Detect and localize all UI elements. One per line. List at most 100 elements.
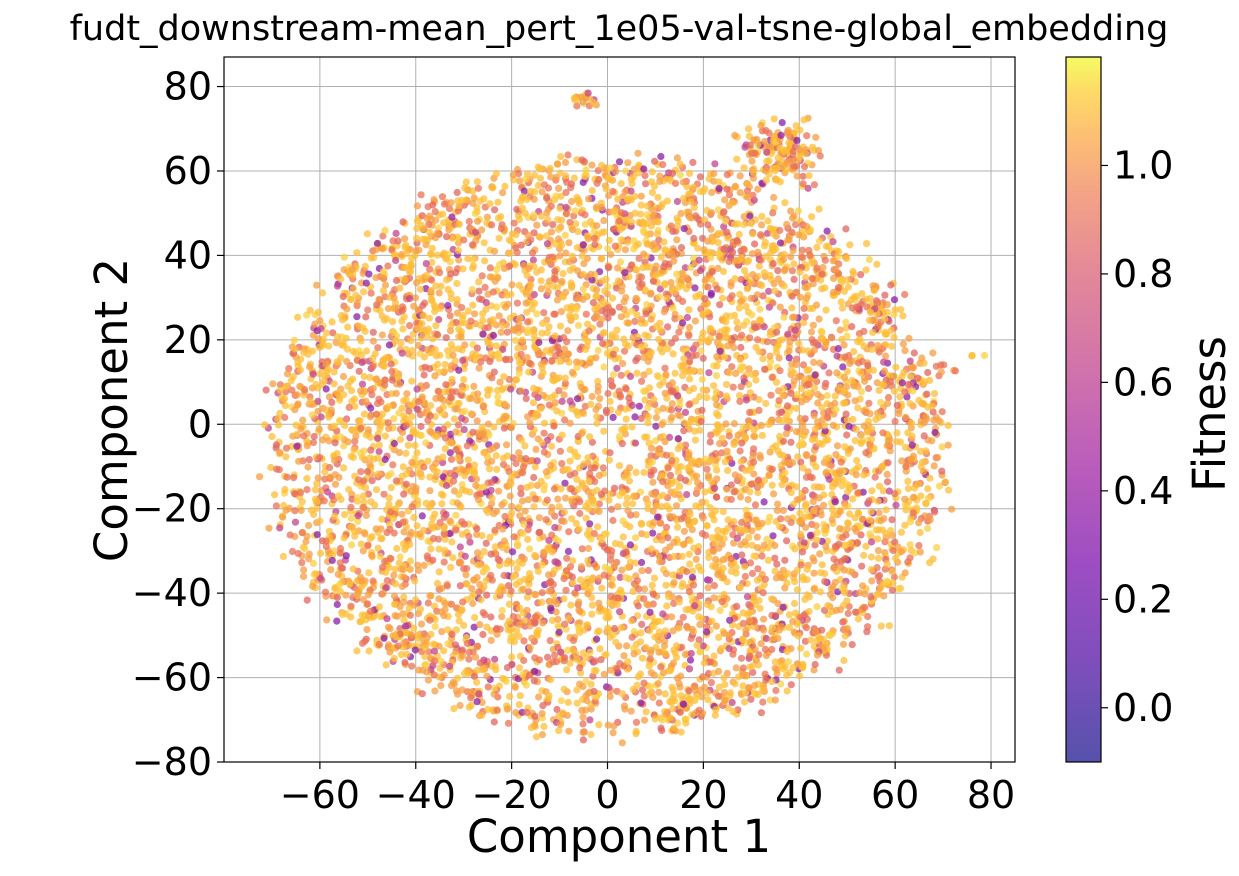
- scatter-point: [533, 733, 540, 740]
- scatter-point: [682, 409, 689, 416]
- scatter-point: [460, 236, 467, 243]
- scatter-point: [791, 276, 798, 283]
- scatter-point: [449, 554, 456, 561]
- scatter-point: [664, 323, 671, 330]
- scatter-point: [581, 211, 588, 218]
- scatter-point: [853, 426, 860, 433]
- scatter-point: [538, 277, 545, 284]
- scatter-point: [328, 399, 335, 406]
- scatter-point: [685, 401, 692, 408]
- scatter-point: [561, 416, 568, 423]
- scatter-point: [817, 588, 824, 595]
- scatter-point: [891, 296, 898, 303]
- scatter-point: [690, 184, 697, 191]
- scatter-point: [722, 458, 729, 465]
- scatter-point: [465, 656, 472, 663]
- scatter-point: [691, 284, 698, 291]
- scatter-point: [915, 519, 922, 526]
- scatter-point: [290, 373, 297, 380]
- scatter-point: [715, 230, 722, 237]
- scatter-point: [418, 621, 425, 628]
- scatter-point: [590, 299, 597, 306]
- scatter-point: [660, 492, 667, 499]
- scatter-point: [531, 620, 538, 627]
- scatter-point: [787, 253, 794, 260]
- scatter-point: [818, 328, 825, 335]
- scatter-point: [547, 676, 554, 683]
- scatter-point: [447, 564, 454, 571]
- scatter-point: [740, 609, 747, 616]
- scatter-point: [510, 533, 517, 540]
- scatter-point: [816, 360, 823, 367]
- scatter-point: [810, 570, 817, 577]
- scatter-point: [738, 655, 745, 662]
- scatter-point: [879, 526, 886, 533]
- scatter-point: [703, 466, 710, 473]
- scatter-point: [635, 241, 642, 248]
- scatter-point: [649, 168, 656, 175]
- scatter-point: [309, 411, 316, 418]
- scatter-point: [595, 347, 602, 354]
- scatter-point: [362, 484, 369, 491]
- scatter-point: [867, 593, 874, 600]
- scatter-point: [614, 196, 621, 203]
- scatter-point: [648, 222, 655, 229]
- scatter-point: [794, 586, 801, 593]
- scatter-point: [892, 418, 899, 425]
- scatter-point: [545, 288, 552, 295]
- scatter-point: [700, 642, 707, 649]
- scatter-point: [555, 235, 562, 242]
- scatter-point: [376, 641, 383, 648]
- scatter-point: [524, 536, 531, 543]
- scatter-point: [595, 176, 602, 183]
- scatter-point: [702, 456, 709, 463]
- scatter-point: [804, 566, 811, 573]
- scatter-point: [586, 716, 593, 723]
- scatter-point: [780, 314, 787, 321]
- scatter-point: [294, 359, 301, 366]
- scatter-point: [483, 540, 490, 547]
- scatter-point: [601, 544, 608, 551]
- scatter-point: [393, 390, 400, 397]
- scatter-point: [380, 287, 387, 294]
- scatter-point: [476, 561, 483, 568]
- scatter-point: [747, 559, 754, 566]
- scatter-point: [832, 451, 839, 458]
- scatter-point: [644, 404, 651, 411]
- scatter-point: [442, 381, 449, 388]
- scatter-point: [380, 268, 387, 275]
- scatter-point: [697, 648, 704, 655]
- scatter-point: [516, 370, 523, 377]
- scatter-point: [451, 415, 458, 422]
- scatter-point: [304, 442, 311, 449]
- scatter-point: [407, 557, 414, 564]
- scatter-point: [769, 532, 776, 539]
- scatter-point: [593, 293, 600, 300]
- scatter-point: [633, 295, 640, 302]
- scatter-point: [701, 684, 708, 691]
- scatter-point: [383, 315, 390, 322]
- scatter-point: [347, 603, 354, 610]
- scatter-point: [677, 171, 684, 178]
- scatter-point: [414, 202, 421, 209]
- scatter-point: [731, 334, 738, 341]
- scatter-point: [540, 309, 547, 316]
- scatter-point: [711, 582, 718, 589]
- scatter-point: [784, 687, 791, 694]
- scatter-point: [795, 632, 802, 639]
- scatter-point: [635, 602, 642, 609]
- scatter-point: [743, 512, 750, 519]
- scatter-point: [833, 607, 840, 614]
- scatter-point: [744, 285, 751, 292]
- scatter-point: [452, 641, 459, 648]
- scatter-point: [846, 241, 853, 248]
- scatter-point: [541, 449, 548, 456]
- scatter-point: [713, 389, 720, 396]
- scatter-point: [499, 322, 506, 329]
- scatter-point: [388, 484, 395, 491]
- scatter-point: [638, 193, 645, 200]
- scatter-point: [738, 383, 745, 390]
- scatter-point: [363, 626, 370, 633]
- scatter-point: [659, 200, 666, 207]
- scatter-point: [441, 368, 448, 375]
